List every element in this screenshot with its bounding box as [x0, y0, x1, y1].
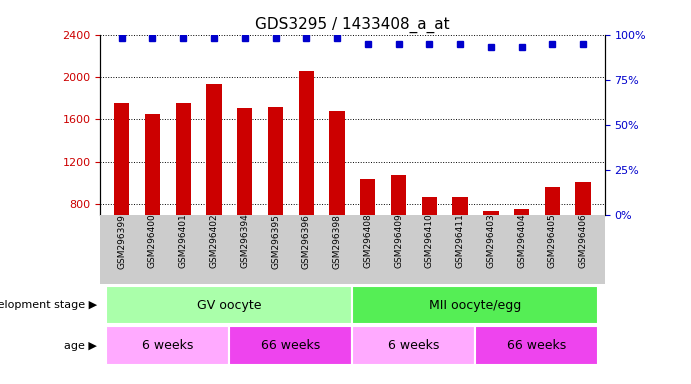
- Bar: [422, 197, 437, 290]
- Bar: [545, 187, 560, 290]
- Bar: [268, 107, 283, 290]
- Text: 66 weeks: 66 weeks: [261, 339, 321, 352]
- Bar: [106, 326, 229, 365]
- Text: development stage ▶: development stage ▶: [0, 300, 97, 310]
- Bar: [106, 286, 352, 324]
- Text: MII oocyte/egg: MII oocyte/egg: [429, 299, 522, 312]
- Text: 6 weeks: 6 weeks: [388, 339, 439, 352]
- Bar: [330, 111, 345, 290]
- Bar: [360, 179, 375, 290]
- Bar: [229, 326, 352, 365]
- Bar: [207, 84, 222, 290]
- Bar: [391, 175, 406, 290]
- Bar: [453, 197, 468, 290]
- Bar: [576, 182, 591, 290]
- Bar: [483, 211, 498, 290]
- Bar: [237, 108, 252, 290]
- Bar: [514, 209, 529, 290]
- Bar: [145, 114, 160, 290]
- Bar: [352, 286, 598, 324]
- Title: GDS3295 / 1433408_a_at: GDS3295 / 1433408_a_at: [255, 17, 450, 33]
- Bar: [114, 103, 129, 290]
- Bar: [475, 326, 598, 365]
- Text: GV oocyte: GV oocyte: [197, 299, 262, 312]
- Bar: [176, 103, 191, 290]
- Bar: [299, 71, 314, 290]
- Text: 66 weeks: 66 weeks: [507, 339, 567, 352]
- Bar: [352, 326, 475, 365]
- Text: age ▶: age ▶: [64, 341, 97, 351]
- Text: 6 weeks: 6 weeks: [142, 339, 193, 352]
